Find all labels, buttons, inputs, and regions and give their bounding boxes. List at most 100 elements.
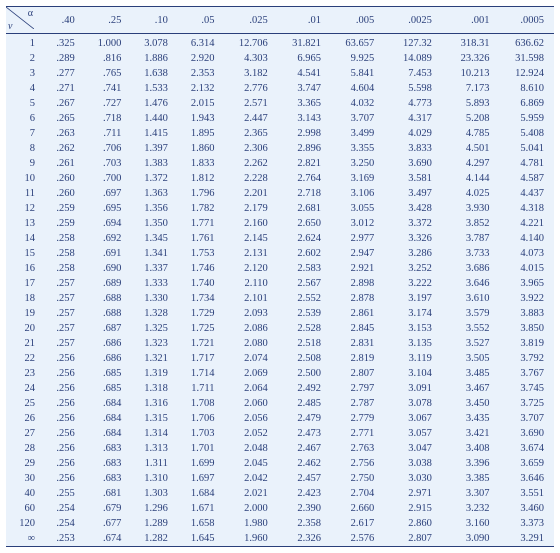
col-alpha: .025 bbox=[214, 7, 267, 34]
value-cell: 1.345 bbox=[121, 231, 168, 246]
value-cell: .256 bbox=[37, 366, 75, 381]
table-row: 22.256.6861.3211.7172.0742.5082.8193.119… bbox=[6, 351, 554, 366]
value-cell: .257 bbox=[37, 306, 75, 321]
value-cell: 3.725 bbox=[490, 396, 554, 411]
value-cell: .263 bbox=[37, 126, 75, 141]
value-cell: .684 bbox=[75, 426, 122, 441]
value-cell: 2.131 bbox=[214, 246, 267, 261]
value-cell: 1.282 bbox=[121, 531, 168, 546]
nu-cell: 5 bbox=[6, 96, 37, 111]
value-cell: 2.262 bbox=[214, 156, 267, 171]
table-body: 1.3251.0003.0786.31412.70631.82163.65712… bbox=[6, 34, 554, 547]
value-cell: 2.228 bbox=[214, 171, 267, 186]
value-cell: .686 bbox=[75, 351, 122, 366]
value-cell: 3.646 bbox=[432, 276, 490, 291]
value-cell: 2.567 bbox=[268, 276, 321, 291]
value-cell: 3.038 bbox=[374, 456, 432, 471]
table-row: 19.257.6881.3281.7292.0932.5392.8613.174… bbox=[6, 306, 554, 321]
value-cell: 3.527 bbox=[432, 336, 490, 351]
value-cell: 3.930 bbox=[432, 201, 490, 216]
value-cell: 2.479 bbox=[268, 411, 321, 426]
value-cell: .741 bbox=[75, 81, 122, 96]
value-cell: 1.701 bbox=[168, 441, 215, 456]
value-cell: 2.998 bbox=[268, 126, 321, 141]
nu-cell: 17 bbox=[6, 276, 37, 291]
value-cell: 2.878 bbox=[321, 291, 374, 306]
value-cell: 1.645 bbox=[168, 531, 215, 546]
value-cell: .277 bbox=[37, 66, 75, 81]
value-cell: .683 bbox=[75, 471, 122, 486]
value-cell: 4.318 bbox=[490, 201, 554, 216]
nu-cell: 1 bbox=[6, 34, 37, 52]
value-cell: 1.316 bbox=[121, 396, 168, 411]
value-cell: 3.767 bbox=[490, 366, 554, 381]
value-cell: 3.819 bbox=[490, 336, 554, 351]
value-cell: 3.747 bbox=[268, 81, 321, 96]
table-row: 27.256.6841.3141.7032.0522.4732.7713.057… bbox=[6, 426, 554, 441]
value-cell: 31.598 bbox=[490, 51, 554, 66]
value-cell: 2.462 bbox=[268, 456, 321, 471]
table-row: 2.289.8161.8862.9204.3036.9659.92514.089… bbox=[6, 51, 554, 66]
table-row: 60.254.6791.2961.6712.0002.3902.6602.915… bbox=[6, 501, 554, 516]
value-cell: 3.852 bbox=[432, 216, 490, 231]
value-cell: 2.160 bbox=[214, 216, 267, 231]
value-cell: .256 bbox=[37, 441, 75, 456]
value-cell: .692 bbox=[75, 231, 122, 246]
col-alpha: .10 bbox=[121, 7, 168, 34]
value-cell: 1.725 bbox=[168, 321, 215, 336]
value-cell: 7.453 bbox=[374, 66, 432, 81]
nu-cell: 20 bbox=[6, 321, 37, 336]
nu-cell: 40 bbox=[6, 486, 37, 501]
value-cell: 3.499 bbox=[321, 126, 374, 141]
col-alpha: .001 bbox=[432, 7, 490, 34]
value-cell: .700 bbox=[75, 171, 122, 186]
nu-cell: 10 bbox=[6, 171, 37, 186]
value-cell: 2.915 bbox=[374, 501, 432, 516]
value-cell: 2.457 bbox=[268, 471, 321, 486]
table-row: 30.256.6831.3101.6972.0422.4572.7503.030… bbox=[6, 471, 554, 486]
value-cell: .257 bbox=[37, 321, 75, 336]
value-cell: 3.222 bbox=[374, 276, 432, 291]
value-cell: 1.721 bbox=[168, 336, 215, 351]
nu-cell: 3 bbox=[6, 66, 37, 81]
value-cell: 1.895 bbox=[168, 126, 215, 141]
value-cell: 3.232 bbox=[432, 501, 490, 516]
value-cell: 2.042 bbox=[214, 471, 267, 486]
value-cell: 1.761 bbox=[168, 231, 215, 246]
value-cell: 2.201 bbox=[214, 186, 267, 201]
value-cell: 3.104 bbox=[374, 366, 432, 381]
value-cell: 3.686 bbox=[432, 261, 490, 276]
value-cell: 2.552 bbox=[268, 291, 321, 306]
value-cell: 2.060 bbox=[214, 396, 267, 411]
value-cell: .254 bbox=[37, 516, 75, 531]
value-cell: 1.729 bbox=[168, 306, 215, 321]
value-cell: 4.587 bbox=[490, 171, 554, 186]
value-cell: 1.323 bbox=[121, 336, 168, 351]
value-cell: 3.552 bbox=[432, 321, 490, 336]
col-alpha: .005 bbox=[321, 7, 374, 34]
value-cell: 1.980 bbox=[214, 516, 267, 531]
value-cell: 63.657 bbox=[321, 34, 374, 52]
value-cell: 2.390 bbox=[268, 501, 321, 516]
value-cell: 1.350 bbox=[121, 216, 168, 231]
value-cell: 2.045 bbox=[214, 456, 267, 471]
value-cell: .685 bbox=[75, 366, 122, 381]
value-cell: 1.684 bbox=[168, 486, 215, 501]
value-cell: 2.500 bbox=[268, 366, 321, 381]
value-cell: 2.831 bbox=[321, 336, 374, 351]
value-cell: 3.690 bbox=[374, 156, 432, 171]
value-cell: 2.052 bbox=[214, 426, 267, 441]
value-cell: 3.160 bbox=[432, 516, 490, 531]
value-cell: 2.819 bbox=[321, 351, 374, 366]
value-cell: 2.756 bbox=[321, 456, 374, 471]
value-cell: 1.708 bbox=[168, 396, 215, 411]
value-cell: 3.078 bbox=[121, 34, 168, 52]
nu-cell: 28 bbox=[6, 441, 37, 456]
value-cell: 2.110 bbox=[214, 276, 267, 291]
value-cell: .256 bbox=[37, 381, 75, 396]
value-cell: .683 bbox=[75, 441, 122, 456]
value-cell: 1.303 bbox=[121, 486, 168, 501]
value-cell: 2.132 bbox=[168, 81, 215, 96]
value-cell: 4.140 bbox=[490, 231, 554, 246]
value-cell: 2.624 bbox=[268, 231, 321, 246]
